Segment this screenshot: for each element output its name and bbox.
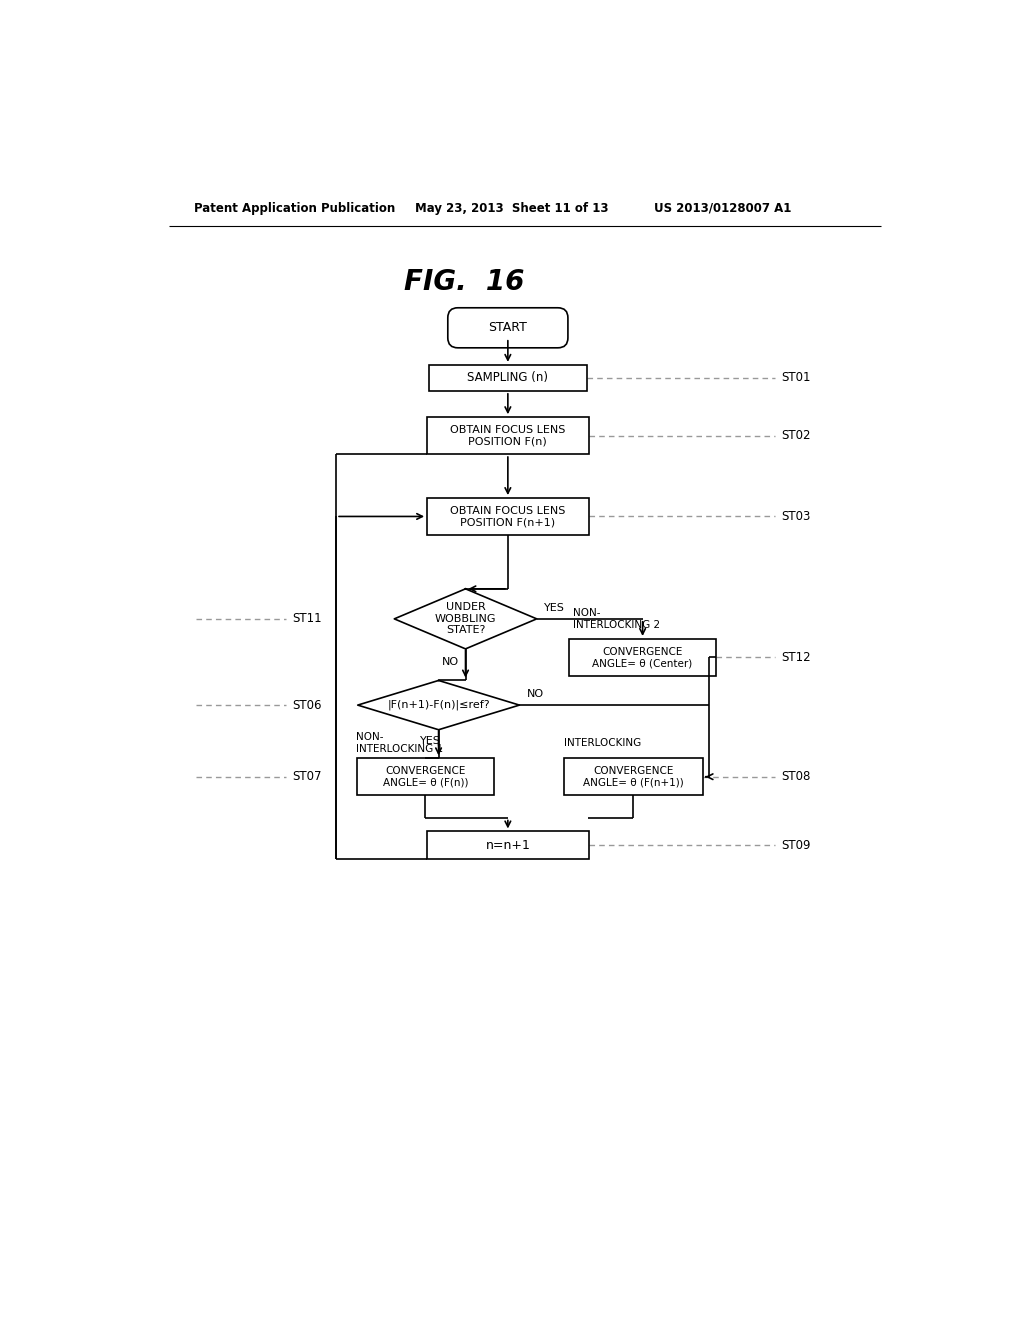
- FancyBboxPatch shape: [569, 639, 716, 676]
- Text: CONVERGENCE
ANGLE= θ (F(n+1)): CONVERGENCE ANGLE= θ (F(n+1)): [583, 766, 684, 788]
- Text: US 2013/0128007 A1: US 2013/0128007 A1: [654, 202, 792, 215]
- Text: ST06: ST06: [292, 698, 322, 711]
- FancyBboxPatch shape: [357, 758, 494, 795]
- FancyBboxPatch shape: [429, 364, 587, 391]
- Text: OBTAIN FOCUS LENS
POSITION F(n+1): OBTAIN FOCUS LENS POSITION F(n+1): [451, 506, 565, 527]
- Text: ST07: ST07: [292, 770, 322, 783]
- Text: |F(n+1)-F(n)|≤ref?: |F(n+1)-F(n)|≤ref?: [387, 700, 489, 710]
- Polygon shape: [357, 681, 519, 730]
- Text: NO: NO: [527, 689, 544, 700]
- Text: SAMPLING (n): SAMPLING (n): [467, 371, 549, 384]
- Text: May 23, 2013  Sheet 11 of 13: May 23, 2013 Sheet 11 of 13: [416, 202, 609, 215]
- FancyBboxPatch shape: [447, 308, 568, 348]
- Text: YES: YES: [421, 737, 441, 746]
- Text: CONVERGENCE
ANGLE= θ (Center): CONVERGENCE ANGLE= θ (Center): [593, 647, 692, 668]
- Polygon shape: [394, 589, 537, 649]
- Text: UNDER
WOBBLING
STATE?: UNDER WOBBLING STATE?: [435, 602, 497, 635]
- Text: n=n+1: n=n+1: [485, 838, 530, 851]
- Text: CONVERGENCE
ANGLE= θ (F(n)): CONVERGENCE ANGLE= θ (F(n)): [383, 766, 468, 788]
- Text: ST02: ST02: [781, 429, 811, 442]
- FancyBboxPatch shape: [427, 417, 589, 454]
- FancyBboxPatch shape: [427, 498, 589, 535]
- Text: YES: YES: [545, 603, 565, 612]
- Text: ST12: ST12: [781, 651, 811, 664]
- Text: ST11: ST11: [292, 612, 322, 626]
- Text: START: START: [488, 321, 527, 334]
- Text: FIG.  16: FIG. 16: [403, 268, 524, 296]
- Text: ST09: ST09: [781, 838, 811, 851]
- Text: NON-
INTERLOCKING 2: NON- INTERLOCKING 2: [573, 609, 660, 630]
- Text: ST03: ST03: [781, 510, 811, 523]
- Text: OBTAIN FOCUS LENS
POSITION F(n): OBTAIN FOCUS LENS POSITION F(n): [451, 425, 565, 446]
- Text: ST01: ST01: [781, 371, 811, 384]
- Text: Patent Application Publication: Patent Application Publication: [194, 202, 395, 215]
- FancyBboxPatch shape: [564, 758, 702, 795]
- Text: NO: NO: [441, 656, 459, 667]
- Text: NON-
INTERLOCKING 1: NON- INTERLOCKING 1: [356, 733, 443, 754]
- FancyBboxPatch shape: [427, 832, 589, 859]
- Text: INTERLOCKING: INTERLOCKING: [564, 738, 641, 748]
- Text: ST08: ST08: [781, 770, 811, 783]
